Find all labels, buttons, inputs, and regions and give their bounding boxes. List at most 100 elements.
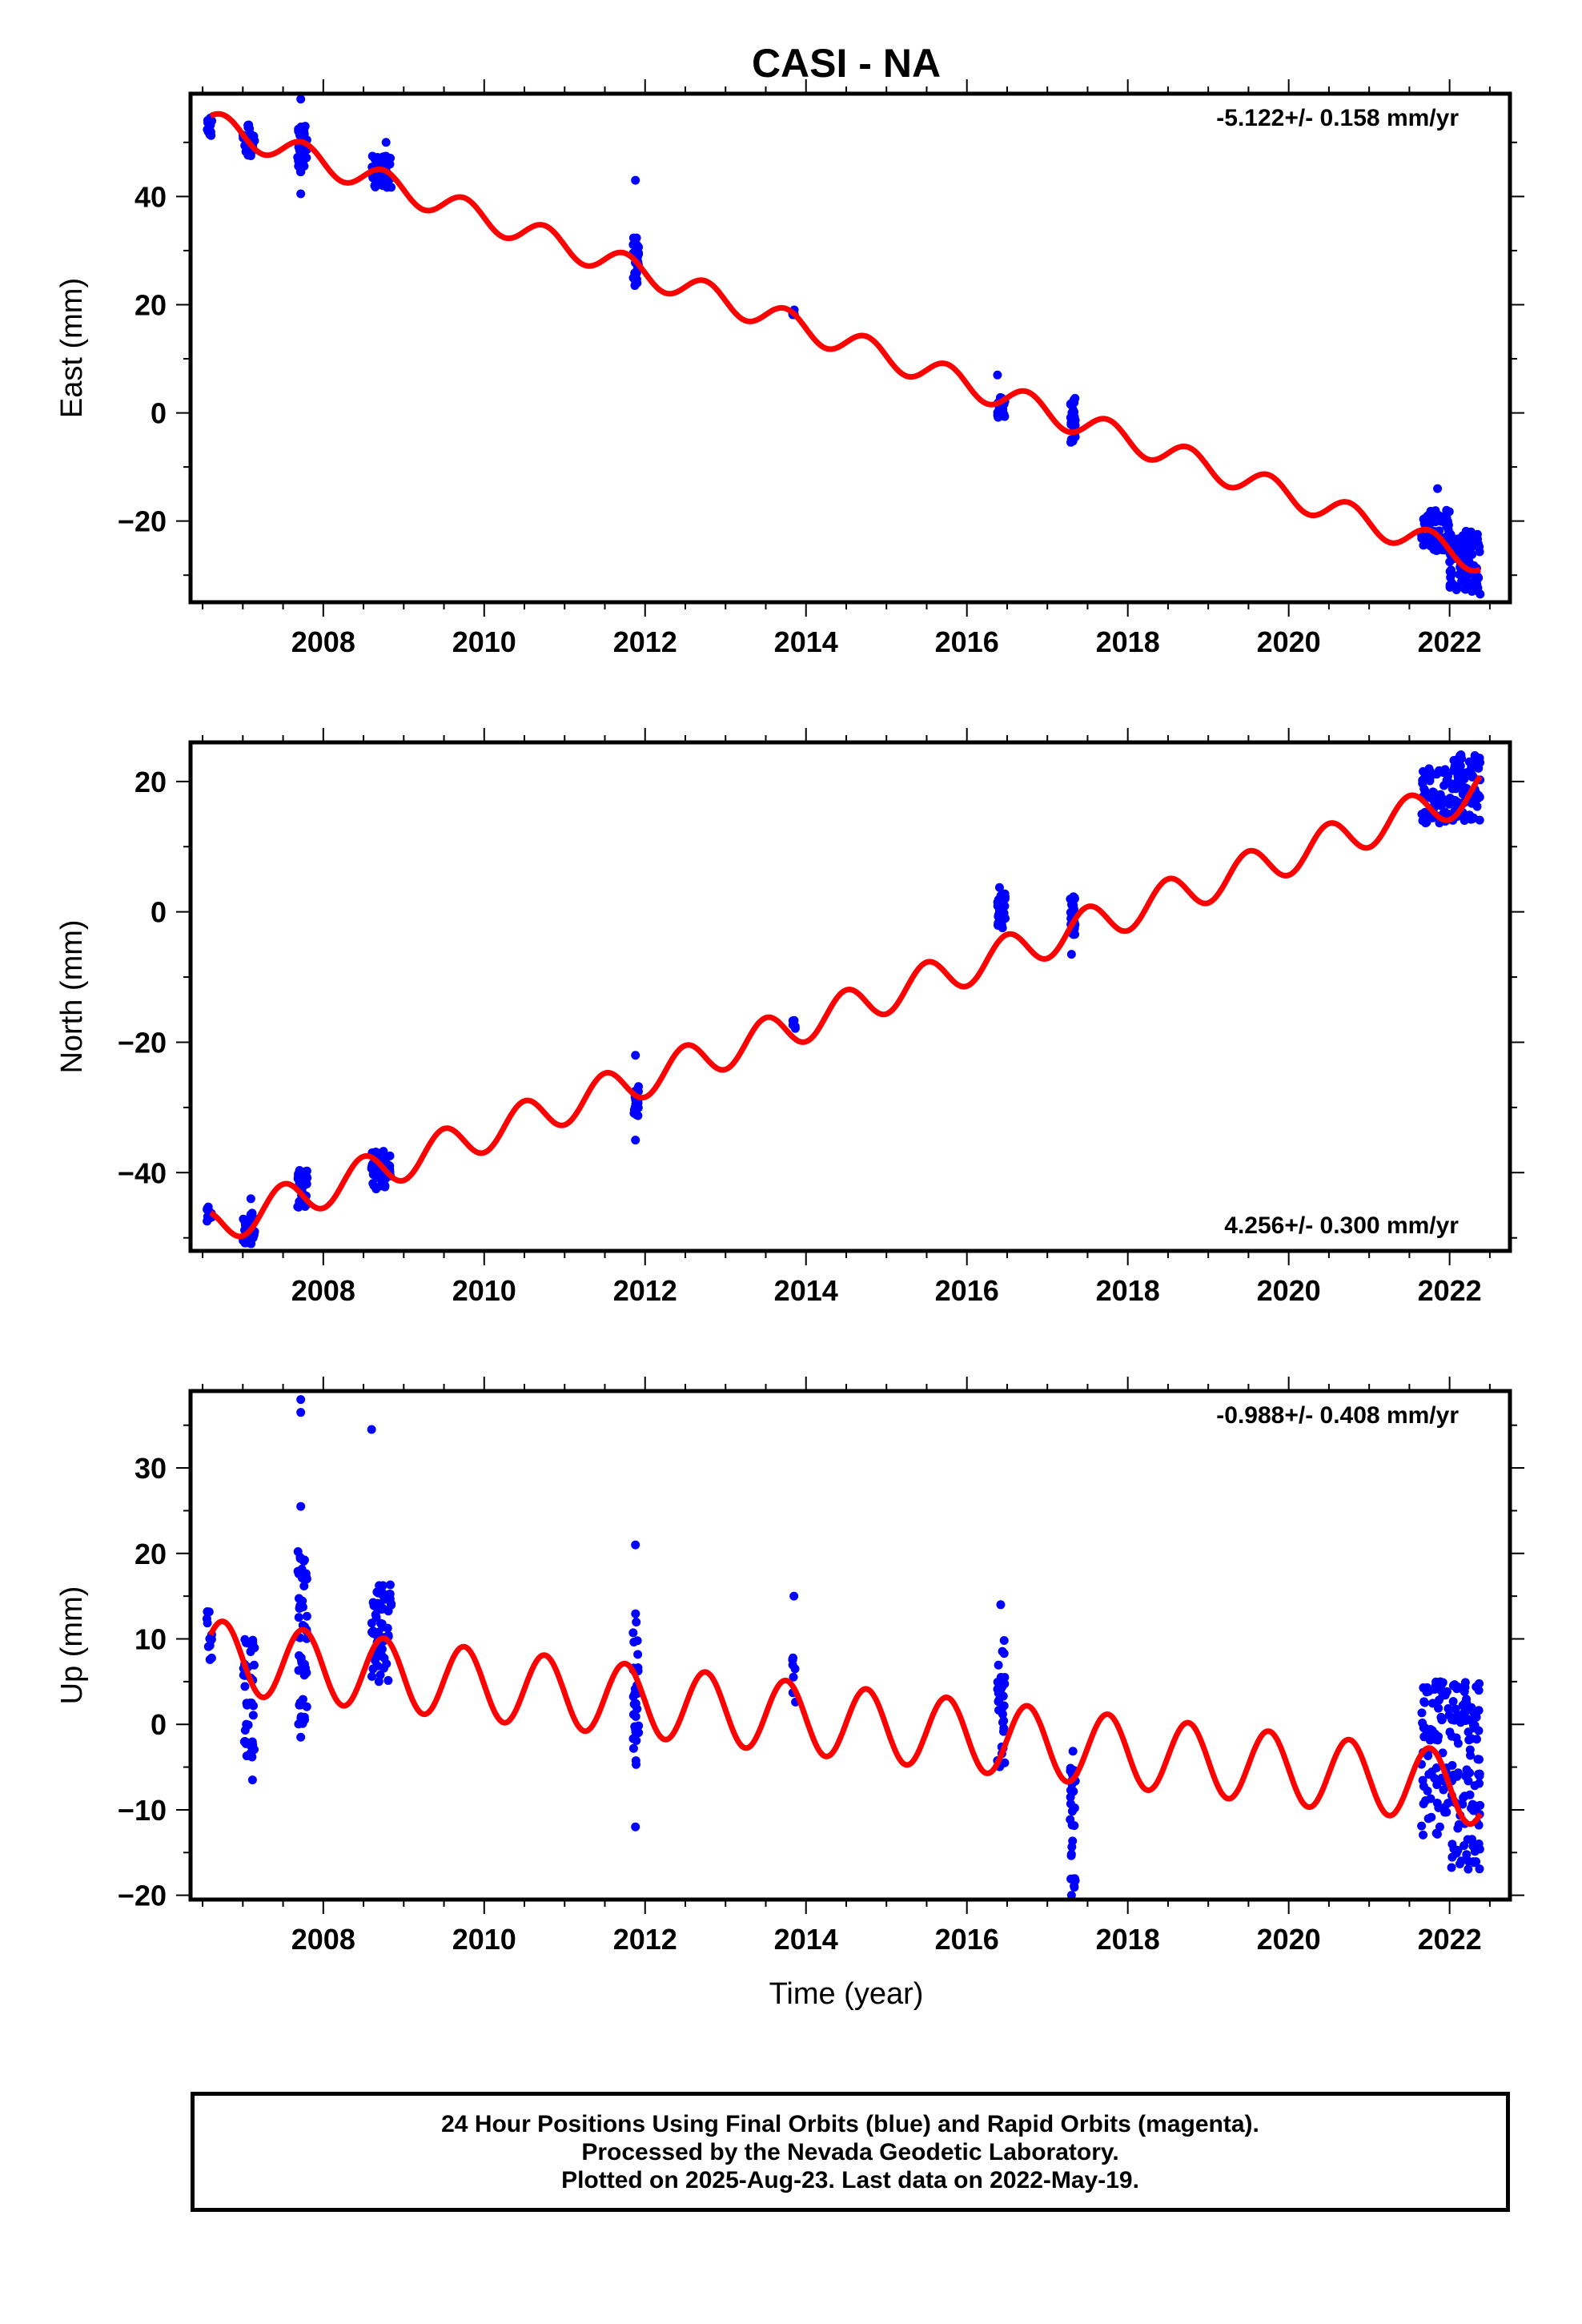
x-tick-label: 2016: [935, 1923, 999, 1956]
model-curve: [208, 111, 1483, 574]
data-point: [296, 1653, 306, 1663]
data-point: [1465, 810, 1475, 820]
data-point: [376, 1618, 386, 1628]
data-point: [1443, 521, 1453, 530]
data-point: [387, 183, 396, 192]
data-point: [247, 1775, 257, 1785]
data-point: [999, 1649, 1009, 1659]
data-point: [994, 1660, 1003, 1670]
caption-line-2: Processed by the Nevada Geodetic Laborat…: [581, 2139, 1119, 2165]
data-point: [1444, 507, 1454, 517]
data-point: [381, 138, 391, 147]
data-point: [631, 1136, 640, 1145]
x-tick-label: 2012: [613, 1274, 677, 1307]
data-point: [1431, 1731, 1441, 1741]
data-point: [367, 1618, 376, 1628]
data-point: [1423, 1751, 1433, 1760]
data-point: [294, 1666, 303, 1675]
data-point: [1434, 1695, 1443, 1705]
data-point: [1463, 1715, 1472, 1724]
data-point: [993, 370, 1002, 380]
data-point: [300, 1663, 310, 1673]
data-point: [367, 151, 377, 161]
y-tick-label: −40: [118, 1156, 167, 1189]
data-point: [1449, 756, 1459, 766]
data-point: [203, 127, 213, 136]
data-point: [999, 1636, 1009, 1646]
data-point: [1469, 758, 1479, 768]
data-point: [1453, 534, 1463, 544]
data-point: [299, 1555, 309, 1565]
y-axis-title: East (mm): [55, 278, 89, 418]
x-tick-label: 2016: [935, 625, 999, 658]
x-tick-label: 2014: [774, 625, 838, 658]
data-point: [246, 1748, 255, 1758]
data-point: [1067, 1807, 1077, 1816]
data-point: [1446, 565, 1456, 575]
data-point: [207, 116, 217, 126]
data-point: [1447, 1863, 1456, 1872]
data-point: [1432, 1829, 1442, 1839]
data-point: [1426, 541, 1435, 551]
data-point: [1066, 1815, 1075, 1824]
data-point: [246, 151, 255, 160]
data-point: [631, 239, 640, 248]
x-tick-label: 2022: [1418, 625, 1482, 658]
data-point: [790, 1022, 800, 1031]
data-point: [628, 1710, 638, 1719]
rate-label: -5.122+/- 0.158 mm/yr: [1216, 105, 1459, 131]
rate-label: 4.256+/- 0.300 mm/yr: [1224, 1212, 1459, 1239]
data-point: [1464, 1856, 1473, 1866]
x-tick-label: 2008: [291, 625, 355, 658]
data-point: [375, 1671, 385, 1680]
data-point: [1419, 1697, 1429, 1707]
data-point: [788, 1655, 797, 1664]
x-tick-label: 2008: [291, 1923, 355, 1956]
data-point: [374, 1677, 383, 1687]
data-point: [1431, 506, 1440, 516]
data-point: [1455, 762, 1464, 772]
data-point: [998, 911, 1008, 921]
data-point: [1420, 773, 1430, 782]
data-point: [294, 1613, 303, 1622]
data-point: [1449, 1844, 1459, 1854]
data-point: [1419, 1830, 1428, 1839]
y-tick-label: −20: [118, 1880, 167, 1912]
data-point: [1070, 1883, 1079, 1892]
data-point: [1445, 582, 1455, 592]
data-point: [1447, 532, 1456, 541]
y-tick-label: 40: [135, 180, 167, 213]
data-point: [632, 268, 641, 278]
data-point: [1422, 1687, 1431, 1697]
data-point: [1461, 1707, 1471, 1716]
data-point: [1419, 1799, 1428, 1809]
data-point: [1070, 407, 1079, 416]
data-point: [1066, 1792, 1075, 1802]
data-point: [1428, 787, 1438, 797]
data-point: [1466, 1751, 1476, 1760]
data-point: [204, 1607, 214, 1617]
data-point: [1467, 1835, 1476, 1844]
y-tick-label: 0: [151, 896, 167, 929]
data-point: [1417, 1821, 1427, 1831]
data-point: [296, 94, 306, 104]
data-point: [1428, 770, 1438, 779]
data-point: [1066, 1849, 1076, 1859]
y-tick-label: 20: [135, 1538, 167, 1570]
x-tick-label: 2016: [935, 1274, 999, 1307]
data-point: [1423, 532, 1432, 541]
data-point: [1475, 815, 1484, 825]
data-point: [1467, 1734, 1476, 1743]
data-point: [295, 1166, 304, 1176]
data-point: [1426, 1794, 1435, 1803]
x-tick-label: 2020: [1257, 1923, 1321, 1956]
x-tick-label: 2020: [1257, 1274, 1321, 1307]
data-point: [202, 1614, 211, 1623]
data-point: [1476, 589, 1485, 599]
data-point: [1452, 1771, 1462, 1781]
data-point: [1427, 1767, 1436, 1777]
plot-frame: [188, 1389, 1512, 1902]
data-point: [995, 412, 1005, 421]
data-point: [789, 1591, 799, 1601]
data-point: [1472, 1857, 1481, 1867]
